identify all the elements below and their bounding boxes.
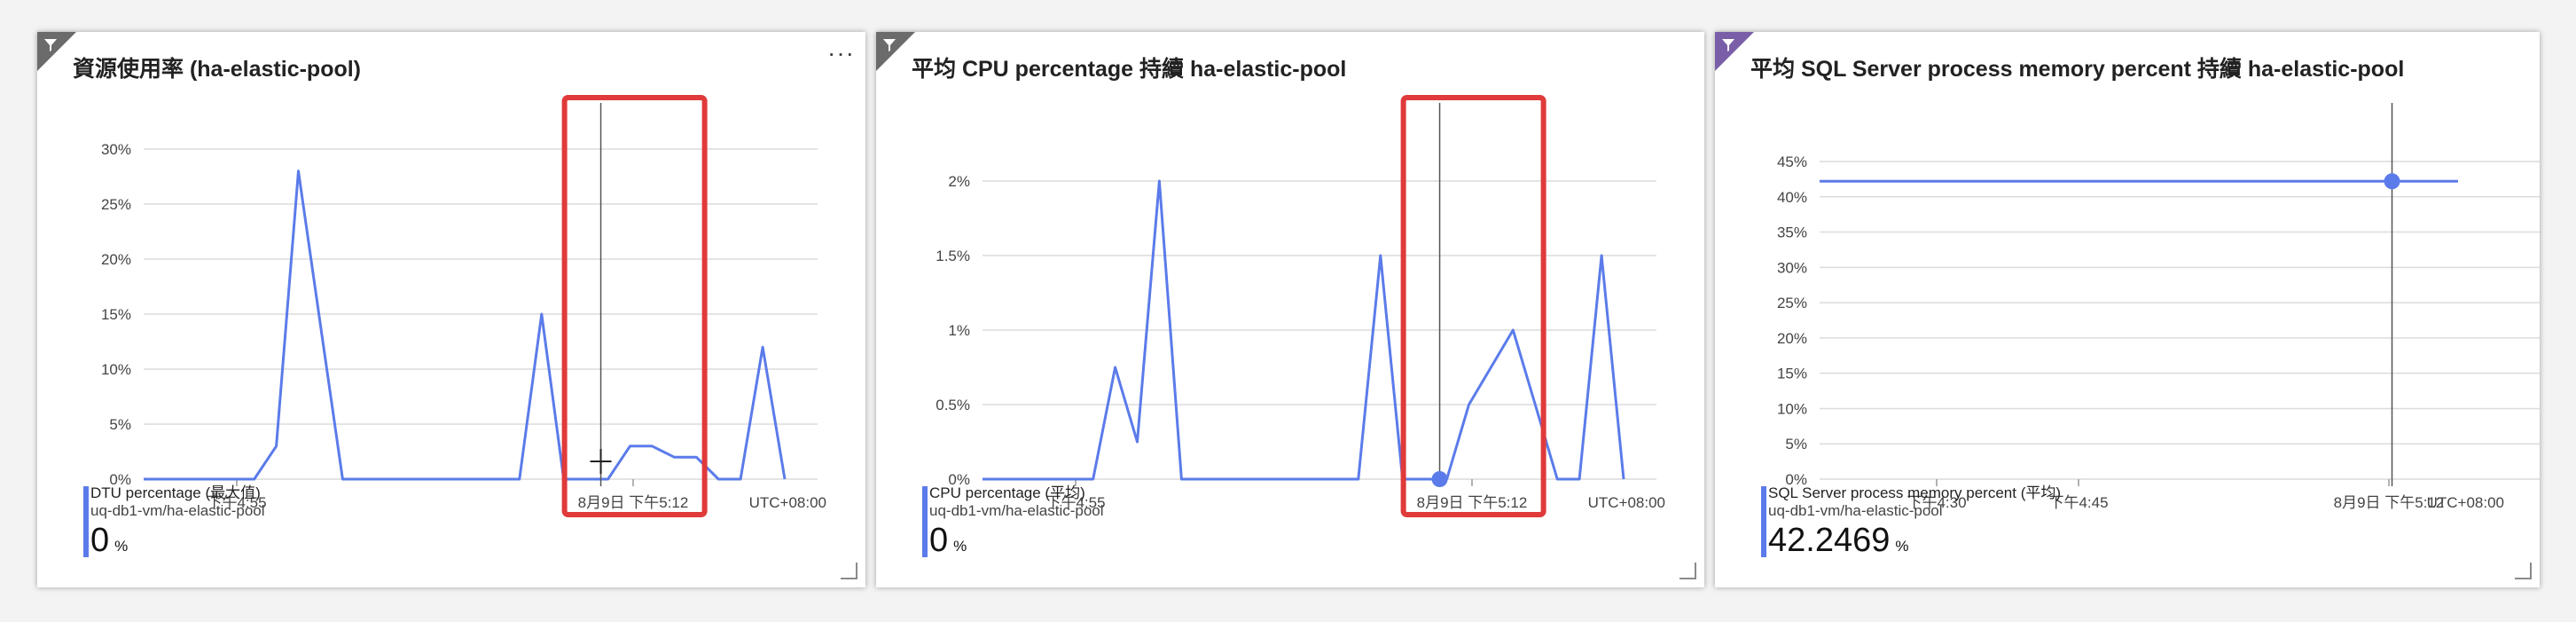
legend-resource: uq-db1-vm/ha-elastic-pool [1768, 502, 1943, 519]
tile-title: 平均 SQL Server process memory percent 持續 … [1750, 57, 2405, 82]
legend-resource: uq-db1-vm/ha-elastic-pool [929, 502, 1104, 519]
x-tick-label: UTC+08:00 [1588, 494, 1665, 511]
legend: CPU percentage (平均) uq-db1-vm/ha-elastic… [922, 484, 1104, 560]
legend-value-unit: % [114, 538, 129, 555]
legend-value: 0% [929, 522, 1104, 560]
tile-title: 資源使用率 (ha-elastic-pool) [73, 57, 362, 82]
resize-icon[interactable] [2513, 561, 2533, 580]
x-tick-label: 下午4:45 [2048, 494, 2108, 511]
y-tick-label: 30% [101, 141, 131, 158]
x-tick-label: 8月9日 下午5:12 [1417, 494, 1528, 511]
filter-icon[interactable] [37, 32, 76, 71]
x-tick-label: UTC+08:00 [2427, 494, 2504, 511]
legend-metric-name: DTU percentage (最大值) [90, 484, 261, 501]
series-line [144, 169, 787, 481]
tile-title: 平均 CPU percentage 持續 ha-elastic-pool [912, 57, 1347, 82]
filter-icon[interactable] [876, 32, 915, 71]
legend-value: 42.2469% [1768, 522, 2061, 560]
x-tick-label: 下午4:55 [207, 494, 266, 511]
chart-cpu[interactable]: 2% 1.5% 1% 0.5% 0% 下午4:55 8月9日 下午5:12 UTC+08:00 [876, 95, 1704, 517]
x-tick-label: 下午4:30 [1907, 494, 1966, 511]
legend-color-bar [83, 486, 89, 557]
y-tick-label: 0.5% [936, 397, 970, 413]
legend-metric-name: SQL Server process memory percent (平均) [1768, 484, 2062, 501]
legend-metric-name: CPU percentage (平均) [929, 484, 1085, 501]
legend-value-number: 0 [929, 522, 949, 559]
legend-resource: uq-db1-vm/ha-elastic-pool [90, 502, 265, 519]
y-tick-label: 0% [948, 471, 970, 488]
x-tick-label: 下午4:55 [1045, 494, 1105, 511]
highlight-box [561, 95, 708, 517]
cursor-dot [2384, 173, 2400, 190]
chart-memory[interactable]: 45% 40% 35% 30% 25% 20% 15% 10% 5% 0% 下午4:30 下午4:45… [1715, 103, 2540, 511]
y-tick-label: 5% [1785, 436, 1807, 453]
legend-value: 0% [90, 522, 265, 560]
resize-icon[interactable] [1678, 561, 1697, 580]
y-tick-label: 1% [948, 322, 970, 339]
legend-value-unit: % [953, 538, 967, 555]
more-icon[interactable]: ··· [827, 39, 855, 67]
chart-dtu[interactable]: 30% 25% 20% 15% 10% 5% 0% 下午4:55 8月9日 下午5:12 UTC+… [37, 95, 865, 517]
legend: SQL Server process memory percent (平均) u… [1761, 484, 2062, 560]
legend: DTU percentage (最大值) uq-db1-vm/ha-elasti… [83, 484, 265, 560]
y-tick-label: 5% [109, 416, 131, 433]
cursor-dot [1431, 471, 1448, 487]
y-tick-label: 15% [1777, 366, 1807, 382]
resize-icon[interactable] [839, 561, 858, 580]
y-tick-label: 35% [1777, 224, 1807, 241]
y-tick-label: 0% [1785, 471, 1807, 488]
y-tick-label: 1.5% [936, 248, 970, 264]
y-tick-label: 10% [1777, 400, 1807, 417]
highlight-box [1400, 95, 1546, 517]
tile-cpu-percentage[interactable]: 平均 CPU percentage 持續 ha-elastic-pool 2% 1… [876, 32, 1704, 587]
tile-memory-percent[interactable]: 平均 SQL Server process memory percent 持續 … [1715, 32, 2540, 587]
y-tick-label: 10% [101, 361, 131, 378]
y-tick-label: 25% [1777, 295, 1807, 311]
y-tick-label: 2% [948, 173, 970, 190]
x-tick-label: 8月9日 下午5:12 [2334, 494, 2445, 511]
tile-resource-usage[interactable]: 資源使用率 (ha-elastic-pool) ··· 30% 25% 20% 15%… [37, 32, 865, 587]
series-line [983, 179, 1625, 481]
x-tick-label: UTC+08:00 [749, 494, 826, 511]
y-tick-label: 20% [1777, 330, 1807, 347]
legend-value-number: 42.2469 [1768, 522, 1891, 559]
legend-value-unit: % [1895, 538, 1909, 555]
filter-icon[interactable] [1715, 32, 1754, 71]
y-tick-label: 20% [101, 251, 131, 268]
y-tick-label: 30% [1777, 259, 1807, 276]
y-tick-label: 40% [1777, 189, 1807, 206]
y-tick-label: 0% [109, 471, 131, 488]
y-tick-label: 45% [1777, 154, 1807, 170]
legend-color-bar [922, 486, 928, 557]
y-tick-label: 25% [101, 196, 131, 213]
legend-color-bar [1761, 486, 1766, 557]
x-tick-label: 8月9日 下午5:12 [578, 494, 689, 511]
legend-value-number: 0 [90, 522, 110, 559]
y-tick-label: 15% [101, 306, 131, 323]
